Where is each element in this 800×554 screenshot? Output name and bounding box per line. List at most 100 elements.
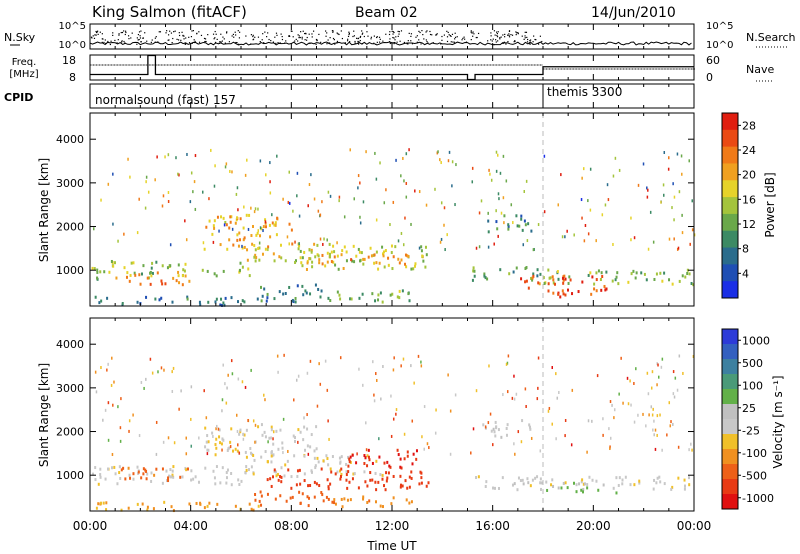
noise-search-dot (225, 32, 228, 34)
heatmap-cell (214, 453, 217, 457)
heatmap-cell (121, 301, 124, 305)
heatmap-cell (408, 501, 411, 505)
heatmap-cell (367, 455, 370, 459)
heatmap-cell (192, 477, 195, 481)
noise-search-dot (517, 33, 519, 35)
heatmap-cell (136, 502, 139, 506)
noise-search-dot (410, 33, 413, 35)
heatmap-cell (390, 394, 392, 398)
heatmap-cell (382, 364, 384, 368)
noise-search-dot (346, 40, 349, 42)
heatmap-cell (245, 468, 248, 472)
colorbar-tick-label: 16 (742, 193, 756, 206)
colorbar-tick-label: 20 (742, 169, 756, 182)
heatmap-cell (387, 263, 390, 267)
heatmap-cell (212, 224, 215, 228)
heatmap-cell (238, 231, 241, 235)
heatmap-cell (265, 299, 268, 303)
heatmap-cell (613, 416, 615, 420)
heatmap-cell (552, 281, 555, 285)
heatmap-cell (515, 214, 518, 218)
noise-search-dot (274, 36, 276, 38)
heatmap-cell (104, 477, 107, 481)
noise-search-dot (96, 31, 98, 33)
heatmap-cell (95, 390, 98, 394)
heatmap-cell (253, 244, 256, 248)
heatmap-cell (220, 303, 223, 307)
heatmap-cell (266, 492, 269, 496)
heatmap-cell (226, 386, 228, 390)
heatmap-cell (301, 492, 304, 496)
heatmap-cell (241, 380, 244, 384)
heatmap-cell (185, 238, 188, 242)
heatmap-cell (681, 274, 684, 278)
heatmap-cell (206, 448, 209, 452)
heatmap-cell (123, 232, 125, 236)
heatmap-cell (439, 240, 442, 244)
heatmap-cell (515, 266, 518, 270)
heatmap-cell (454, 203, 456, 207)
heatmap-cell (507, 223, 510, 227)
heatmap-cell (208, 219, 211, 223)
heatmap-cell (686, 272, 689, 276)
freq-tick-high: 18 (62, 54, 76, 67)
heatmap-cell (306, 427, 309, 431)
heatmap-cell (225, 481, 228, 485)
heatmap-cell (306, 413, 308, 417)
heatmap-cell (521, 419, 524, 423)
heatmap-cell (484, 276, 487, 280)
heatmap-cell (680, 154, 683, 158)
noise-search-dot (207, 34, 209, 36)
heatmap-cell (309, 359, 312, 363)
heatmap-cell (645, 278, 648, 282)
noise-search-dot (144, 32, 146, 34)
heatmap-cell (520, 440, 523, 444)
heatmap-cell (214, 443, 217, 447)
heatmap-cell (161, 282, 164, 286)
noise-search-dot (250, 34, 253, 36)
heatmap-cell (190, 469, 193, 473)
noise-search-dot (521, 35, 523, 37)
heatmap-cell (526, 477, 529, 481)
noise-search-dot (315, 38, 318, 41)
heatmap-cell (652, 407, 654, 411)
heatmap-cell (345, 478, 348, 482)
heatmap-cell (156, 271, 159, 275)
heatmap-cell (295, 378, 298, 382)
heatmap-cell (552, 291, 555, 295)
heatmap-cell (328, 437, 330, 441)
heatmap-cell (686, 268, 689, 272)
heatmap-cell (270, 484, 273, 488)
heatmap-cell (586, 486, 589, 490)
heatmap-cell (658, 375, 660, 379)
heatmap-cell (96, 268, 99, 272)
heatmap-cell (587, 419, 590, 423)
noise-search-dot (127, 35, 130, 37)
heatmap-cell (489, 412, 492, 416)
heatmap-cell (245, 455, 248, 459)
noise-search-dot (188, 36, 190, 38)
noise-search-dot (508, 30, 511, 32)
heatmap-cell (239, 261, 242, 265)
heatmap-cell (193, 180, 196, 184)
heatmap-cell (301, 284, 304, 288)
heatmap-cell (257, 246, 260, 250)
noise-search-dot (212, 33, 215, 35)
heatmap-cell (338, 293, 341, 297)
heatmap-cell (293, 398, 295, 402)
heatmap-cell (150, 274, 153, 278)
noise-search-dot (491, 40, 493, 42)
noise-search-dot (182, 35, 184, 37)
noise-search-dot (103, 41, 105, 44)
noise-search-dot (200, 34, 203, 37)
heatmap-cell (137, 470, 140, 474)
noise-search-dot (291, 30, 293, 32)
heatmap-cell (225, 471, 228, 475)
noise-search-dot (109, 43, 111, 46)
heatmap-cell (525, 404, 527, 408)
heatmap-cell (475, 389, 478, 393)
noise-search-dot (446, 30, 448, 32)
heatmap-cell (244, 471, 247, 475)
heatmap-cell (322, 459, 325, 463)
